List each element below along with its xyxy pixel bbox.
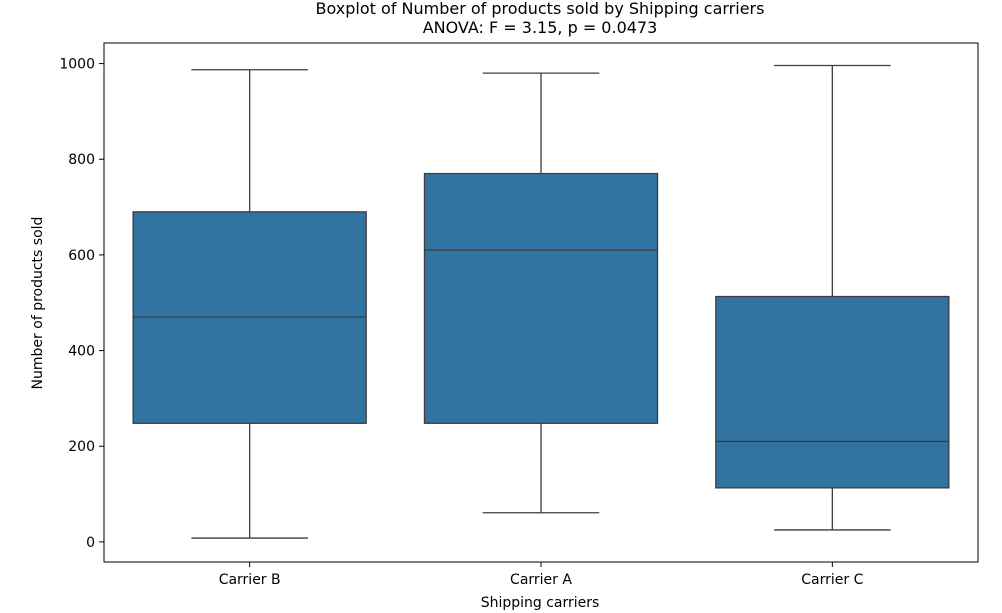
y-tick-label-0: 0 xyxy=(86,535,95,551)
plot-area: 0 200 400 600 800 1000 Carrier B Carrier A Carri… xyxy=(59,42,979,588)
x-tick-label-carrier-b: Carrier B xyxy=(219,572,281,588)
x-tick-label-carrier-a: Carrier A xyxy=(510,572,572,588)
box-carrier-a xyxy=(423,172,659,424)
x-tick-label-carrier-c: Carrier C xyxy=(801,572,863,588)
chart-subtitle: ANOVA: F = 3.15, p = 0.0473 xyxy=(423,18,658,37)
y-tick-label-1000: 1000 xyxy=(59,57,95,73)
y-tick-label-800: 800 xyxy=(68,152,95,168)
y-axis-label: Number of products sold xyxy=(30,217,46,390)
box-carrier-c xyxy=(715,295,950,489)
y-tick-label-200: 200 xyxy=(68,439,95,455)
y-tick-label-400: 400 xyxy=(68,344,95,360)
chart-title: Boxplot of Number of products sold by Sh… xyxy=(316,0,765,18)
y-tick-label-600: 600 xyxy=(68,248,95,264)
x-axis-label: Shipping carriers xyxy=(481,595,600,611)
